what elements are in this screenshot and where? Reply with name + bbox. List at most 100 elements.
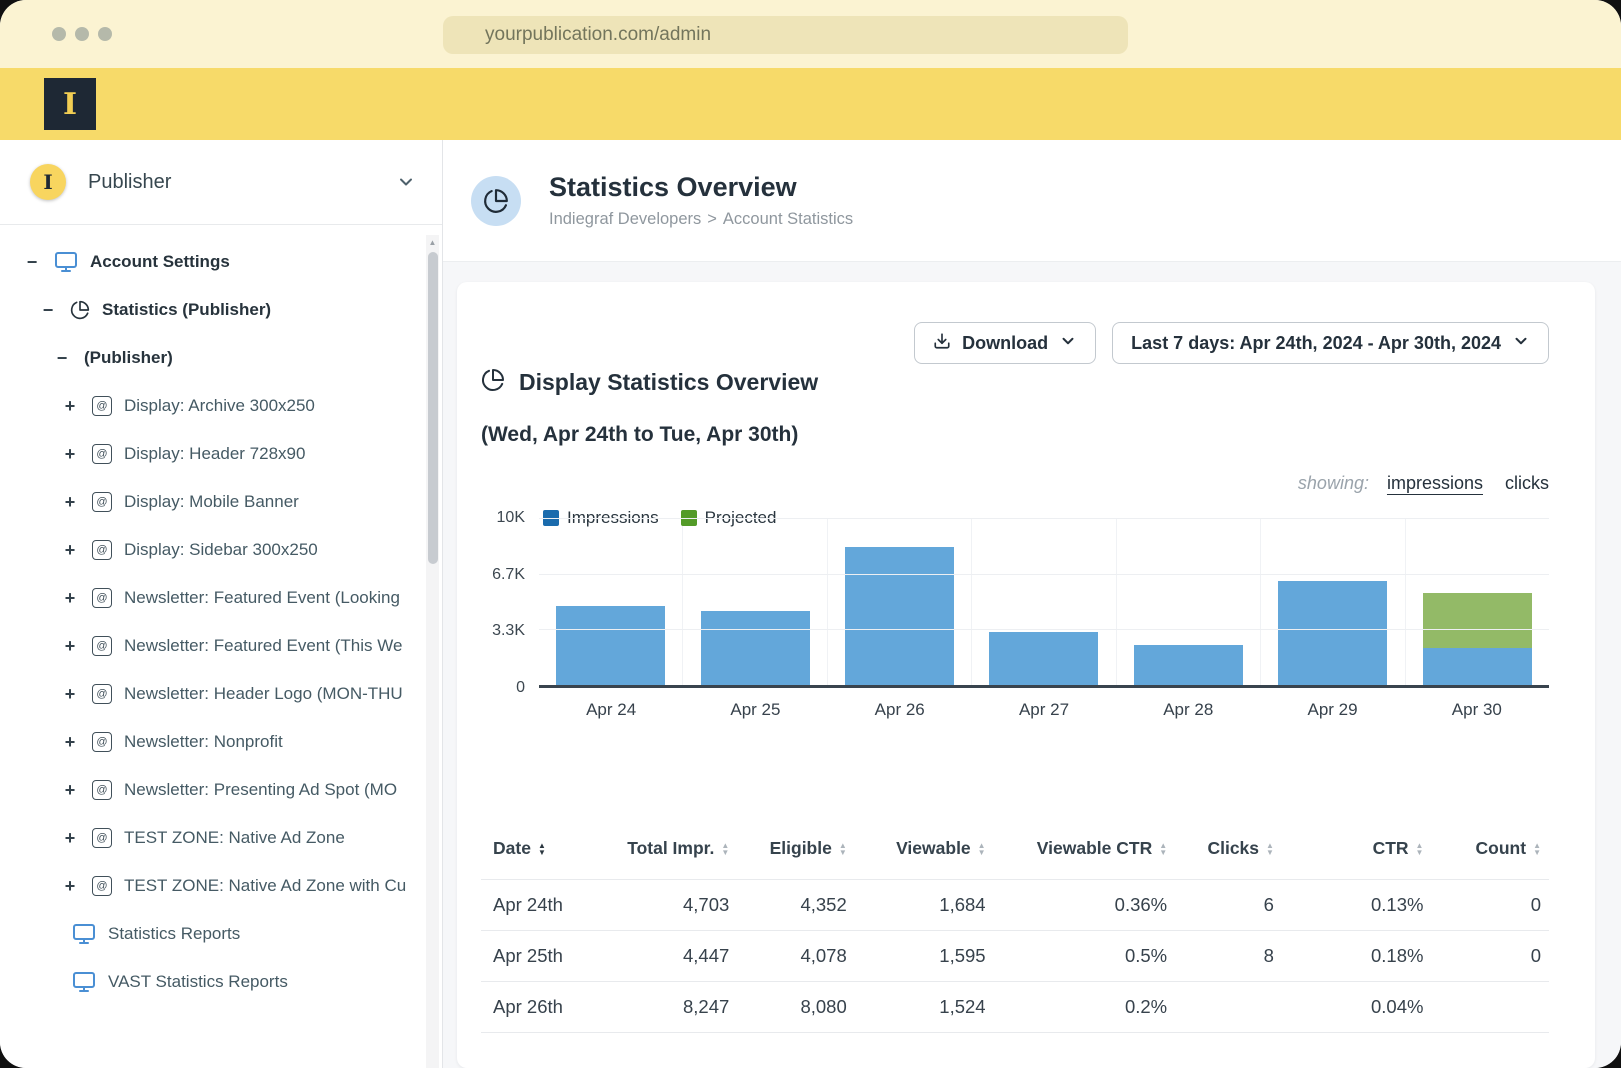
tree-item-label: Display: Mobile Banner (124, 492, 299, 511)
column-header-date[interactable]: Date ▲ ▼ (481, 824, 599, 880)
column-header-viewable[interactable]: Viewable ▲ ▼ (854, 824, 994, 880)
main-content: Statistics Overview Indiegraf Developers… (443, 140, 1621, 1068)
window-maximize-button[interactable] (98, 27, 112, 41)
scrollbar-thumb[interactable] (427, 252, 438, 564)
impressions-bar[interactable] (556, 606, 666, 685)
sort-icon[interactable]: ▲ ▼ (721, 840, 730, 857)
tree-item[interactable]: + @ Newsletter: Featured Event (This We (0, 622, 442, 670)
column-header-eligible[interactable]: Eligible ▲ ▼ (737, 824, 855, 880)
value-cell: 0.36% (993, 879, 1176, 931)
sort-icon[interactable]: ▲ ▼ (977, 840, 986, 857)
column-header-clicks[interactable]: Clicks ▲ ▼ (1175, 824, 1282, 880)
sort-icon[interactable]: ▲ ▼ (1533, 840, 1541, 857)
tree-item-label: (Publisher) (84, 348, 173, 367)
value-cell: 8 (1175, 930, 1282, 982)
tree-toggle-plus-icon[interactable]: + (64, 779, 76, 800)
column-header-ctr[interactable]: CTR ▲ ▼ (1281, 824, 1432, 880)
panel-title: Display Statistics Overview (519, 369, 819, 395)
impressions-bar[interactable] (845, 547, 955, 685)
tree-item[interactable]: − Statistics (Publisher) (0, 286, 442, 334)
tree-toggle-plus-icon[interactable]: + (64, 491, 76, 512)
download-label: Download (962, 332, 1049, 353)
tree-item[interactable]: + @ Newsletter: Featured Event (Looking (0, 574, 442, 622)
window-controls (52, 27, 112, 41)
tree-item[interactable]: + @ Newsletter: Nonprofit (0, 718, 442, 766)
scrollbar-up-icon[interactable]: ▲ (428, 238, 437, 247)
tree-toggle-plus-icon[interactable]: + (64, 731, 76, 752)
tree-toggle-plus-icon[interactable]: + (64, 395, 76, 416)
tree-toggle-plus-icon[interactable]: + (64, 875, 76, 896)
date-range-button[interactable]: Last 7 days: Apr 24th, 2024 - Apr 30th, … (1112, 322, 1549, 364)
page-title: Statistics Overview (549, 172, 797, 202)
column-header-inner: Total Impr. ▲ ▼ (627, 838, 729, 859)
breadcrumb-current: Account Statistics (722, 210, 854, 228)
tree-item[interactable]: − Account Settings (0, 238, 442, 286)
tree-item[interactable]: − (Publisher) (0, 334, 442, 382)
tree-toggle-minus-icon[interactable]: − (56, 347, 68, 368)
tree-item[interactable]: VAST Statistics Reports (0, 958, 442, 1006)
sort-icon[interactable]: ▲ ▼ (537, 840, 546, 857)
tree-item-label: Display: Archive 300x250 (124, 396, 315, 415)
value-cell: 0 (1431, 930, 1549, 982)
tree-item-label: TEST ZONE: Native Ad Zone (124, 828, 345, 847)
publisher-selector[interactable]: I Publisher (0, 140, 442, 225)
sort-icon[interactable]: ▲ ▼ (1159, 840, 1168, 857)
tree-toggle-plus-icon[interactable]: + (64, 539, 76, 560)
browser-titlebar: yourpublication.com/admin (0, 0, 1621, 68)
ad-zone-icon: @ (92, 684, 112, 704)
impressions-bar[interactable] (700, 610, 810, 685)
tree-item[interactable]: + @ Display: Mobile Banner (0, 478, 442, 526)
column-header-viewable-ctr[interactable]: Viewable CTR ▲ ▼ (993, 824, 1176, 880)
projected-bar[interactable] (1422, 593, 1532, 649)
tree-item[interactable]: + @ TEST ZONE: Native Ad Zone (0, 814, 442, 862)
tree-item[interactable]: + @ TEST ZONE: Native Ad Zone with Cu (0, 862, 442, 910)
impressions-bar[interactable] (1422, 648, 1532, 685)
y-axis-label: 0 (516, 679, 525, 696)
tree-toggle-minus-icon[interactable]: − (42, 299, 54, 320)
tree-toggle-plus-icon[interactable]: + (64, 683, 76, 704)
tree-item[interactable]: + @ Display: Header 728x90 (0, 430, 442, 478)
chart-plot-area: Impressions Projected (539, 508, 1549, 688)
tree-toggle-plus-icon[interactable]: + (64, 443, 76, 464)
column-header-count[interactable]: Count ▲ ▼ (1431, 824, 1549, 880)
tree-toggle-plus-icon[interactable]: + (64, 635, 76, 656)
sort-icon[interactable]: ▲ ▼ (1415, 840, 1424, 857)
page-header: Statistics Overview Indiegraf Developers… (443, 140, 1621, 262)
tree-item[interactable]: + @ Newsletter: Presenting Ad Spot (MO (0, 766, 442, 814)
window-close-button[interactable] (52, 27, 66, 41)
tree-toggle-minus-icon[interactable]: − (26, 251, 38, 272)
legend-label: Impressions (567, 508, 659, 527)
sidebar-scrollbar[interactable]: ▲ (426, 235, 439, 1068)
column-header-inner: Count ▲ ▼ (1476, 838, 1541, 859)
breadcrumb-link[interactable]: Indiegraf Developers (549, 210, 702, 228)
chevron-down-icon[interactable] (396, 172, 416, 192)
bar-group (682, 518, 826, 685)
sort-icon[interactable]: ▲ ▼ (838, 840, 847, 857)
download-button[interactable]: Download (914, 322, 1097, 364)
metric-option-impressions[interactable]: impressions (1386, 473, 1483, 493)
download-icon (933, 332, 951, 355)
tree-toggle-plus-icon[interactable]: + (64, 587, 76, 608)
sidebar: I Publisher − Account Settings − Statistics… (0, 140, 443, 1068)
impressions-bar[interactable] (1278, 581, 1388, 685)
tree-item[interactable]: + @ Newsletter: Header Logo (MON-THU (0, 670, 442, 718)
tree-item-label: Newsletter: Featured Event (This We (124, 636, 403, 655)
app-logo[interactable]: I (44, 78, 96, 130)
impressions-bar[interactable] (989, 631, 1099, 685)
value-cell: 0.5% (993, 930, 1176, 982)
tree-item[interactable]: + @ Display: Sidebar 300x250 (0, 526, 442, 574)
url-bar[interactable]: yourpublication.com/admin (443, 16, 1128, 54)
window-minimize-button[interactable] (75, 27, 89, 41)
sort-icon[interactable]: ▲ ▼ (1266, 840, 1274, 857)
impressions-bar[interactable] (1133, 644, 1243, 685)
tree-item[interactable]: + @ Display: Archive 300x250 (0, 382, 442, 430)
column-header-inner: CTR ▲ ▼ (1373, 838, 1424, 859)
column-header-label: Viewable CTR (1036, 838, 1153, 858)
legend-label: Projected (704, 508, 777, 527)
tree-item[interactable]: Statistics Reports (0, 910, 442, 958)
column-header-total-impr[interactable]: Total Impr. ▲ ▼ (598, 824, 738, 880)
metric-option-clicks[interactable]: clicks (1505, 473, 1549, 493)
stats-card: Display Statistics Overview (Wed, Apr 24… (457, 282, 1595, 1068)
tree-toggle-plus-icon[interactable]: + (64, 827, 76, 848)
